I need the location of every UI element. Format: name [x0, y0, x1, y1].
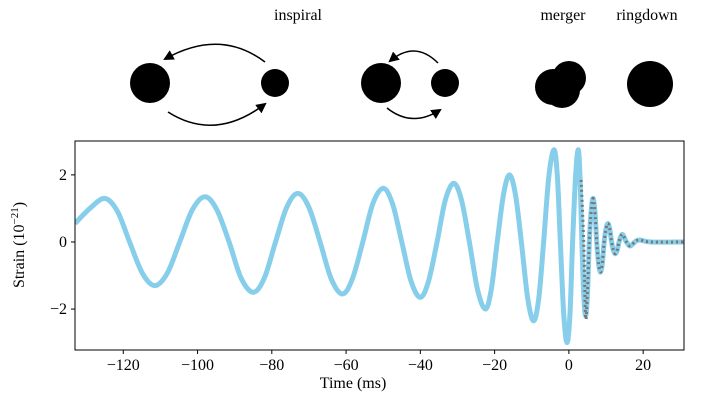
stage-label: ringdown [616, 7, 677, 24]
black-hole [130, 63, 170, 103]
y-tick-label: 2 [59, 167, 67, 184]
x-tick-label: 0 [565, 357, 573, 374]
y-tick-label: −2 [50, 301, 67, 318]
black-hole [361, 63, 401, 103]
black-hole [431, 69, 459, 97]
x-tick-label: −100 [181, 357, 214, 374]
stage-label: merger [540, 7, 586, 24]
x-tick-label: −80 [259, 357, 284, 374]
x-tick-label: −60 [334, 357, 359, 374]
waveform-line [75, 147, 684, 346]
black-hole [261, 69, 289, 97]
x-tick-label: −120 [107, 357, 140, 374]
orbit-arrow [167, 102, 267, 126]
black-hole [627, 61, 673, 107]
orbit-arrow [163, 43, 266, 63]
orbit-arrow [386, 107, 442, 120]
plot [75, 147, 684, 346]
y-axis-label: Strain (10−21) [9, 202, 28, 288]
diagram: inspiral merger ringdown [130, 7, 678, 126]
merging-holes [535, 61, 586, 108]
x-axis-label: Time (ms) [320, 375, 387, 392]
stage-label: inspiral [274, 7, 323, 24]
orbit-arrow [388, 50, 439, 64]
x-tick-label: −20 [482, 357, 507, 374]
x-tick-label: −40 [408, 357, 433, 374]
y-tick-label: 0 [59, 234, 67, 251]
plot-frame [74, 140, 685, 351]
x-tick-label: 20 [635, 357, 651, 374]
